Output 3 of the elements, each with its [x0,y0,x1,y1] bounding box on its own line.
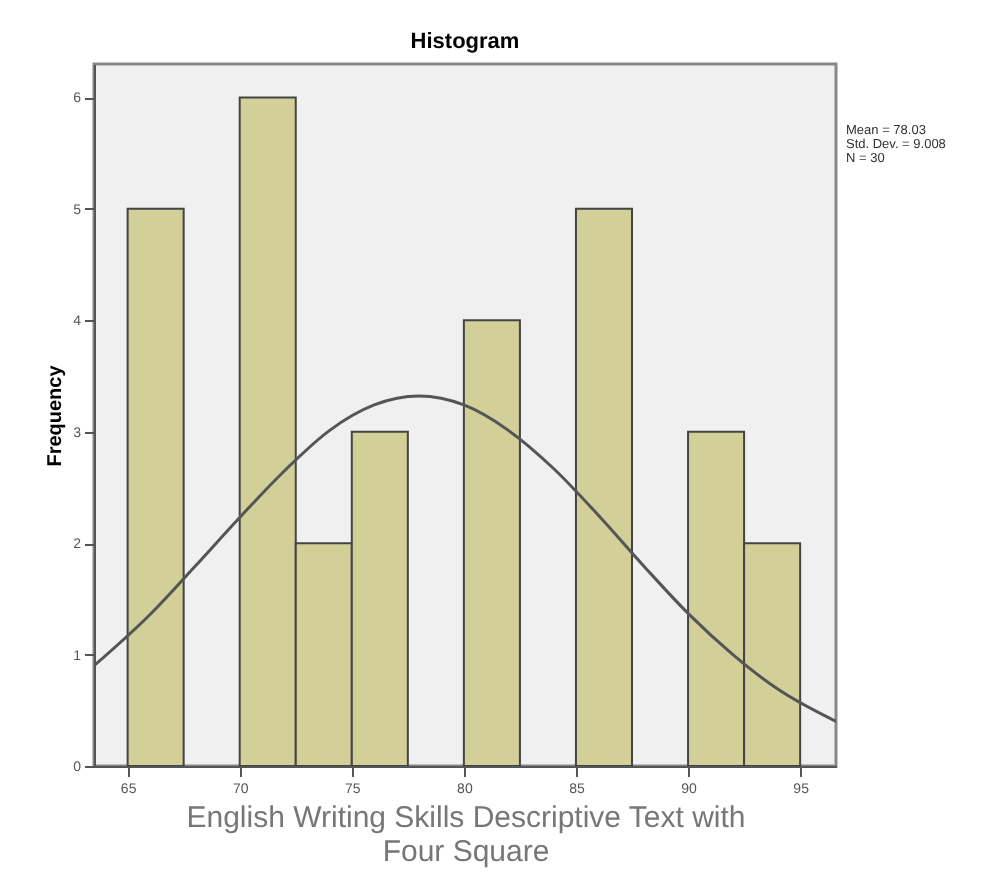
y-axis-title: Frequency [45,364,68,467]
chart-title: Histogram [410,30,520,54]
x-axis-title: English Writing Skills Descriptive Text with Four Square [186,801,746,869]
